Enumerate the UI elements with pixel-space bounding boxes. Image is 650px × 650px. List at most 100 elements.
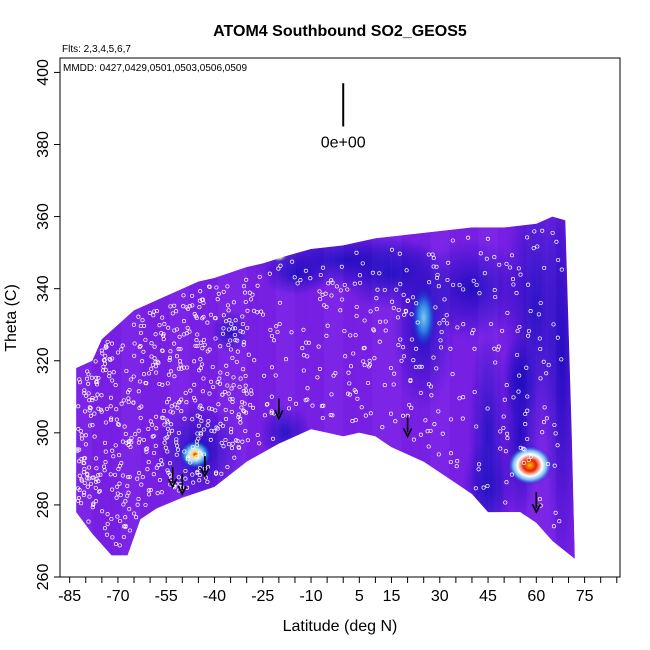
data-point bbox=[277, 321, 282, 327]
data-point bbox=[438, 338, 443, 343]
data-point bbox=[192, 312, 197, 317]
data-point bbox=[388, 365, 393, 371]
data-point bbox=[79, 436, 85, 441]
data-point bbox=[353, 333, 358, 338]
data-point bbox=[94, 382, 100, 387]
data-point bbox=[439, 345, 444, 350]
data-point bbox=[544, 416, 549, 421]
data-point bbox=[225, 371, 230, 376]
data-point bbox=[205, 320, 210, 325]
data-point bbox=[145, 467, 150, 472]
data-point bbox=[503, 500, 508, 505]
data-point bbox=[104, 406, 109, 411]
data-point bbox=[290, 259, 295, 264]
data-point bbox=[111, 454, 116, 459]
data-point bbox=[289, 330, 294, 335]
data-point bbox=[146, 488, 151, 493]
data-point bbox=[107, 356, 112, 361]
data-point bbox=[342, 282, 347, 288]
flights-annotation: Flts: 2,3,4,5,6,7 bbox=[62, 44, 131, 55]
data-point bbox=[303, 398, 308, 403]
data-point bbox=[198, 366, 203, 371]
data-point bbox=[100, 509, 105, 514]
data-point bbox=[392, 371, 397, 376]
field-column bbox=[121, 216, 132, 559]
data-point bbox=[448, 459, 453, 465]
data-point bbox=[269, 411, 274, 416]
data-point bbox=[137, 437, 142, 442]
data-point bbox=[165, 426, 170, 431]
data-point bbox=[269, 394, 274, 399]
data-point bbox=[181, 332, 186, 337]
data-point bbox=[114, 417, 119, 422]
data-point bbox=[524, 365, 529, 370]
data-point bbox=[77, 380, 83, 385]
data-point bbox=[133, 432, 138, 437]
data-point bbox=[205, 349, 210, 354]
data-point bbox=[270, 436, 276, 441]
y-tick-label: 300 bbox=[35, 419, 52, 446]
scale-bar-label: 0e+00 bbox=[321, 134, 366, 151]
data-point bbox=[191, 395, 197, 400]
data-point bbox=[228, 347, 233, 352]
data-point bbox=[234, 359, 239, 364]
field-column bbox=[265, 216, 277, 559]
data-point bbox=[147, 310, 152, 315]
data-point bbox=[439, 329, 444, 335]
data-point bbox=[525, 408, 530, 413]
x-tick-label: -40 bbox=[203, 588, 226, 605]
data-point bbox=[76, 448, 80, 453]
data-point bbox=[230, 326, 236, 331]
data-point bbox=[340, 297, 345, 302]
data-point bbox=[308, 276, 313, 281]
data-point bbox=[240, 439, 245, 444]
data-point bbox=[278, 263, 283, 268]
data-point bbox=[162, 422, 167, 427]
data-point bbox=[276, 266, 281, 271]
data-point bbox=[401, 345, 406, 350]
data-point bbox=[88, 413, 93, 418]
data-point bbox=[157, 381, 162, 387]
data-point bbox=[179, 409, 184, 414]
x-tick-label: 30 bbox=[431, 588, 449, 605]
data-point bbox=[166, 397, 171, 402]
data-point bbox=[109, 418, 114, 423]
hotspot-low bbox=[410, 285, 437, 350]
data-point bbox=[374, 296, 379, 301]
data-point bbox=[197, 465, 203, 470]
data-point bbox=[79, 477, 84, 482]
data-point bbox=[241, 367, 246, 372]
dates-annotation: MMDD: 0427,0429,0501,0503,0506,0509 bbox=[63, 63, 247, 74]
data-point bbox=[131, 400, 136, 405]
data-point bbox=[430, 252, 435, 257]
data-point bbox=[175, 405, 180, 410]
data-point bbox=[529, 454, 534, 459]
data-point bbox=[103, 420, 108, 425]
data-point bbox=[329, 278, 334, 283]
data-point bbox=[234, 438, 239, 443]
data-point bbox=[92, 411, 97, 416]
data-point bbox=[84, 471, 90, 476]
data-point bbox=[431, 355, 436, 360]
data-point bbox=[316, 344, 321, 349]
x-tick-label: -70 bbox=[106, 588, 129, 605]
data-point bbox=[251, 308, 257, 313]
data-point bbox=[132, 511, 137, 516]
data-point bbox=[436, 452, 441, 457]
data-point bbox=[244, 410, 249, 415]
data-point bbox=[493, 294, 498, 300]
field-column bbox=[362, 216, 373, 559]
data-point bbox=[502, 397, 507, 402]
data-point bbox=[198, 430, 203, 436]
data-point bbox=[230, 396, 235, 402]
data-point bbox=[478, 251, 483, 256]
data-point bbox=[440, 431, 445, 436]
data-point bbox=[559, 357, 564, 362]
data-point bbox=[411, 358, 416, 363]
data-point bbox=[388, 411, 394, 416]
data-point bbox=[334, 284, 339, 289]
data-point bbox=[442, 297, 447, 302]
data-point bbox=[138, 415, 143, 420]
data-point bbox=[174, 452, 179, 457]
data-point bbox=[441, 318, 446, 323]
